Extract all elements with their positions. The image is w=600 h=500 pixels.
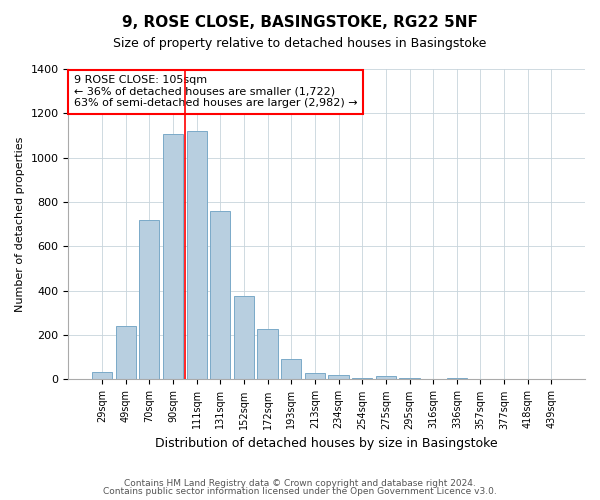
Bar [400,378,419,380]
Text: Contains public sector information licensed under the Open Government Licence v3: Contains public sector information licen… [103,487,497,496]
Bar [210,211,230,380]
Text: Contains HM Land Registry data © Crown copyright and database right 2024.: Contains HM Land Registry data © Crown c… [124,478,476,488]
Bar [376,376,396,380]
Bar [328,375,349,380]
Bar [352,378,372,380]
Text: 9 ROSE CLOSE: 105sqm
← 36% of detached houses are smaller (1,722)
63% of semi-de: 9 ROSE CLOSE: 105sqm ← 36% of detached h… [74,75,357,108]
X-axis label: Distribution of detached houses by size in Basingstoke: Distribution of detached houses by size … [155,437,498,450]
Text: Size of property relative to detached houses in Basingstoke: Size of property relative to detached ho… [113,38,487,51]
Bar [281,360,301,380]
Bar [92,372,112,380]
Bar [116,326,136,380]
Bar [163,134,183,380]
Bar [257,329,278,380]
Bar [447,378,467,380]
Bar [139,220,160,380]
Bar [187,131,206,380]
Bar [234,296,254,380]
Text: 9, ROSE CLOSE, BASINGSTOKE, RG22 5NF: 9, ROSE CLOSE, BASINGSTOKE, RG22 5NF [122,15,478,30]
Bar [305,373,325,380]
Y-axis label: Number of detached properties: Number of detached properties [15,136,25,312]
